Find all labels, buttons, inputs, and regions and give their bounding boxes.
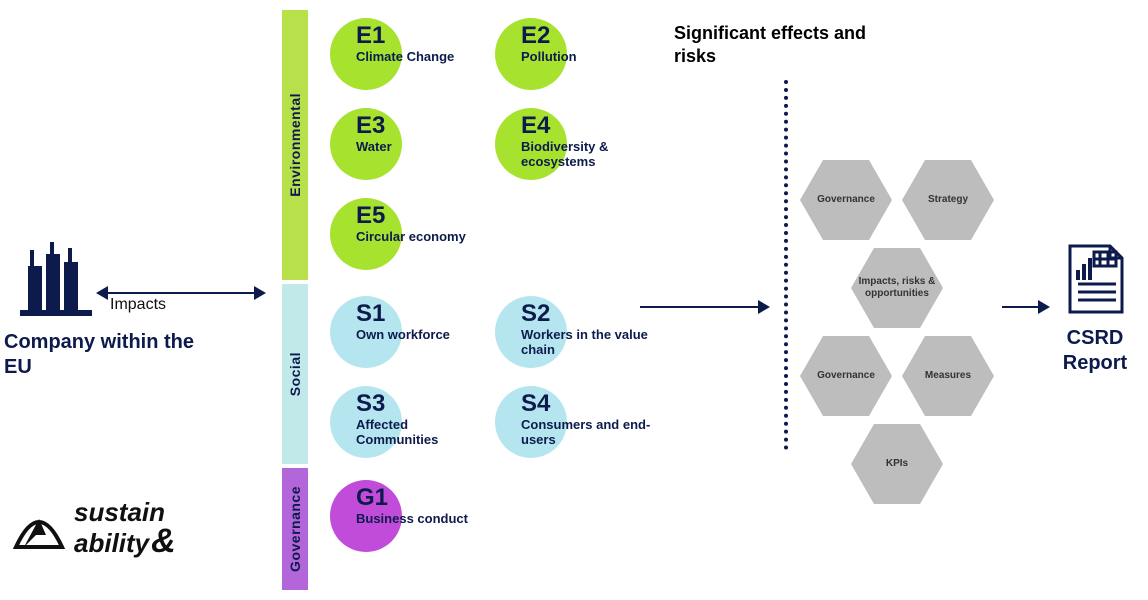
hex-label: Impacts, risks & opportunities	[851, 276, 943, 300]
hex-node: Governance	[800, 160, 892, 240]
logo-icon	[12, 503, 66, 553]
topic-label: Pollution	[521, 50, 577, 65]
topic-code: E3	[356, 112, 385, 140]
hex-label: KPIs	[880, 458, 914, 470]
hex-node: Governance	[800, 336, 892, 416]
topic-label: Consumers and end-users	[521, 418, 651, 448]
topic-label: Business conduct	[356, 512, 468, 527]
significant-heading: Significant effects and risks	[674, 22, 894, 69]
topic-label: Climate Change	[356, 50, 454, 65]
topic-code: S2	[521, 300, 550, 328]
hex-label: Strategy	[922, 194, 974, 206]
topic-code: G1	[356, 484, 388, 512]
topic-code: S1	[356, 300, 385, 328]
category-bar-environmental: Environmental	[282, 10, 308, 280]
topic-code: E5	[356, 202, 385, 230]
topic-label: Own workforce	[356, 328, 450, 343]
hex-label: Governance	[811, 370, 881, 382]
hex-node: Strategy	[902, 160, 994, 240]
logo-text-line1: sustain	[74, 500, 176, 525]
hex-node: KPIs	[851, 424, 943, 504]
topic-code: S4	[521, 390, 550, 418]
impacts-label: Impacts	[110, 296, 166, 314]
logo-text-line2: ability	[74, 531, 149, 556]
arrow-to-report	[1002, 300, 1050, 314]
topic-label: Workers in the value chain	[521, 328, 651, 358]
topic-label: Water	[356, 140, 392, 155]
topic-code: E2	[521, 22, 550, 50]
arrow-to-effects	[640, 300, 770, 314]
topic-code: E4	[521, 112, 550, 140]
topic-label: Biodiversity & ecosystems	[521, 140, 651, 170]
report-label: CSRD Report	[1050, 326, 1140, 376]
topic-label: Affected Communities	[356, 418, 486, 448]
hex-label: Governance	[811, 194, 881, 206]
company-building-icon	[16, 240, 96, 323]
brand-logo: sustain ability &	[12, 500, 176, 557]
report-icon	[1060, 240, 1130, 323]
company-label: Company within the EU	[4, 330, 204, 380]
category-bar-social: Social	[282, 284, 308, 464]
logo-ampersand: &	[151, 525, 176, 557]
hex-node: Measures	[902, 336, 994, 416]
dotted-divider	[784, 80, 788, 450]
category-bar-governance: Governance	[282, 468, 308, 590]
topic-label: Circular economy	[356, 230, 466, 245]
topic-code: E1	[356, 22, 385, 50]
topic-code: S3	[356, 390, 385, 418]
hex-node: Impacts, risks & opportunities	[851, 248, 943, 328]
hex-label: Measures	[919, 370, 977, 382]
